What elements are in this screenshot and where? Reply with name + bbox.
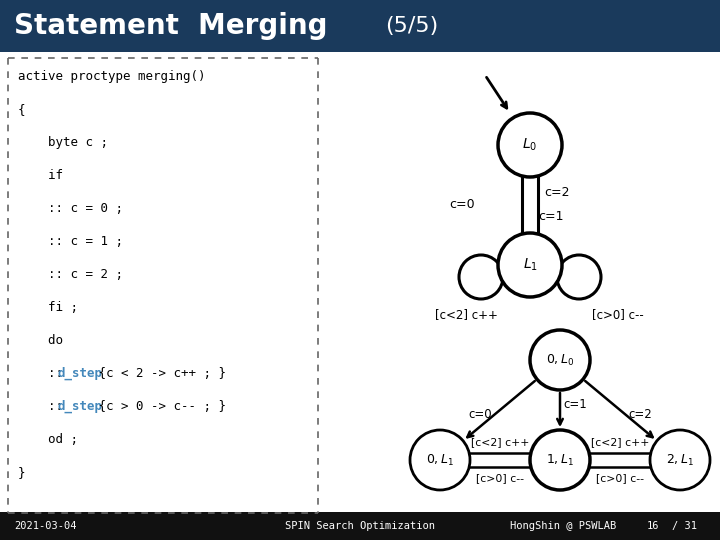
Text: [c>0] c--: [c>0] c-- [596,473,644,483]
Text: [c>0] c--: [c>0] c-- [476,473,524,483]
Circle shape [410,430,470,490]
Text: [c<2] c++: [c<2] c++ [591,437,649,447]
Circle shape [498,233,562,297]
Bar [0,512,720,540]
Text: :: c = 1 ;: :: c = 1 ; [18,235,123,248]
Text: $2,L_1$: $2,L_1$ [666,453,694,468]
Circle shape [498,113,562,177]
Text: od ;: od ; [18,433,78,446]
Text: :: c = 0 ;: :: c = 0 ; [18,202,123,215]
Text: }: } [18,466,25,479]
Text: HongShin @ PSWLAB: HongShin @ PSWLAB [510,521,616,531]
Circle shape [530,430,590,490]
Text: {c > 0 -> c-- ; }: {c > 0 -> c-- ; } [91,400,225,413]
Text: 16: 16 [647,521,660,531]
Text: $0,L_0$: $0,L_0$ [546,353,574,368]
Text: {c < 2 -> c++ ; }: {c < 2 -> c++ ; } [91,367,225,380]
Text: c=2: c=2 [544,186,570,199]
Text: c=2: c=2 [628,408,652,421]
Text: c=0: c=0 [449,199,475,212]
Circle shape [530,330,590,390]
Bar [0,0,720,52]
Text: :: c = 2 ;: :: c = 2 ; [18,268,123,281]
Circle shape [650,430,710,490]
Text: $L_1$: $L_1$ [523,257,538,273]
Text: if: if [18,169,63,182]
Text: c=0: c=0 [469,408,492,421]
Text: d_step: d_step [57,400,102,413]
Text: ::: :: [18,400,71,413]
Text: 2021-03-04: 2021-03-04 [14,521,76,531]
Text: $1,L_1$: $1,L_1$ [546,453,574,468]
Text: c=1: c=1 [538,211,564,224]
Text: ::: :: [18,367,71,380]
Text: Statement  Merging: Statement Merging [14,12,328,40]
Text: $L_0$: $L_0$ [523,137,538,153]
Text: {: { [18,103,25,116]
Text: / 31: / 31 [672,521,697,531]
Text: [c<2] c++: [c<2] c++ [435,308,498,321]
Text: active proctype merging(): active proctype merging() [18,70,205,83]
Text: SPIN Search Optimization: SPIN Search Optimization [285,521,435,531]
Text: d_step: d_step [57,367,102,380]
Text: [c>0] c--: [c>0] c-- [592,308,644,321]
Text: $0,L_1$: $0,L_1$ [426,453,454,468]
Text: fi ;: fi ; [18,301,78,314]
Text: c=1: c=1 [563,399,587,411]
Text: (5/5): (5/5) [385,16,438,36]
Text: byte c ;: byte c ; [18,136,108,149]
Text: do: do [18,334,63,347]
Text: [c<2] c++: [c<2] c++ [471,437,529,447]
